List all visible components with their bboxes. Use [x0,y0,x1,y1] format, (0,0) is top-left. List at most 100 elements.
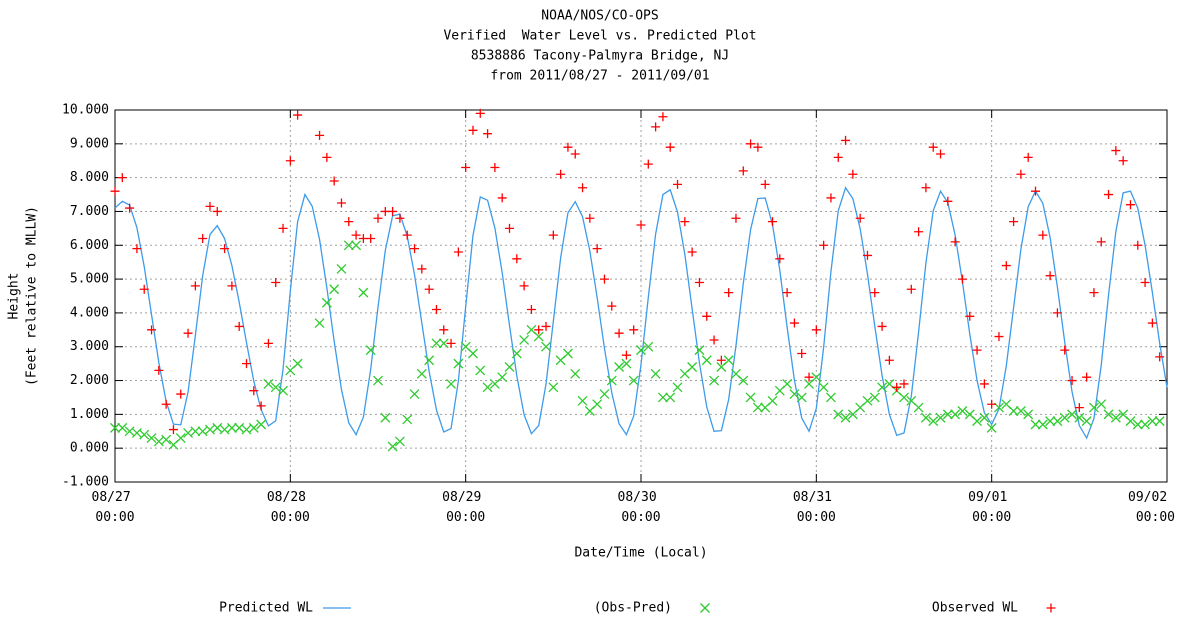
plus-marker [1074,403,1084,413]
plus-marker [965,311,975,321]
plus-marker [972,345,982,355]
y-tick-label: 0.000 [70,441,109,456]
plus-marker [1133,240,1143,250]
cross-marker [752,402,763,413]
plus-marker [936,149,946,159]
cross-marker [723,355,734,366]
cross-marker [862,395,873,406]
plus-marker [446,338,456,348]
plus-marker [198,234,208,244]
plot-border [114,109,1168,483]
cross-marker [431,338,442,349]
plus-marker [183,328,193,338]
plus-marker [724,288,734,298]
cross-marker [1037,419,1048,430]
plus-marker [1038,230,1048,240]
plus-marker [1045,271,1055,281]
cross-marker [387,441,398,452]
plus-marker [709,335,719,345]
cross-marker [1125,416,1136,427]
plus-marker [1096,237,1106,247]
plus-marker [914,227,924,237]
cross-marker [263,378,274,389]
cross-marker [577,395,588,406]
plus-marker [315,130,325,140]
plus-marker [512,254,522,264]
plus-marker [1052,308,1062,318]
cross-marker [811,372,822,383]
cross-marker [453,358,464,369]
plus-marker [344,217,354,227]
plus-marker [541,321,551,331]
plus-marker [373,213,383,223]
legend-label: (Obs-Pred) [594,601,672,616]
plus-marker [979,379,989,389]
cross-marker [190,426,201,437]
cross-marker [657,392,668,403]
plus-marker [1009,217,1019,227]
cross-marker [533,331,544,342]
plus-marker [651,122,661,132]
cross-marker [1096,399,1107,410]
cross-marker [606,375,617,386]
cross-marker [1030,419,1041,430]
cross-marker [913,402,924,413]
plus-marker [855,213,865,223]
plus-marker [468,125,478,135]
legend-label: Observed WL [932,601,1018,616]
cross-marker [343,240,354,251]
x-tick-label: 08/27 00:00 [92,490,139,525]
plus-marker [461,162,471,172]
cross-marker [833,409,844,420]
plus-marker [643,159,653,169]
cross-marker [548,382,559,393]
plus-marker [220,244,230,254]
y-tick-label: 8.000 [70,170,109,185]
plus-marker [957,274,967,284]
cross-marker [599,389,610,400]
plus-marker [424,284,434,294]
plus-marker [592,244,602,254]
cross-marker [1045,416,1056,427]
plus-marker [906,284,916,294]
plus-marker [578,183,588,193]
cross-marker [438,338,449,349]
cross-marker [1154,416,1165,427]
cross-marker [110,422,120,433]
cross-marker [139,429,150,440]
plus-marker [395,213,405,223]
cross-marker [920,412,931,423]
cross-marker [701,355,712,366]
cross-marker [321,297,332,308]
cross-marker [825,392,836,403]
cross-marker [562,348,573,359]
plus-marker [775,254,785,264]
plus-marker [614,328,624,338]
plus-marker [819,240,829,250]
plus-marker [833,152,843,162]
plus-marker [505,223,514,233]
plus-marker [687,247,697,257]
cross-marker [643,341,654,352]
plus-marker [475,108,485,118]
plus-marker [125,203,135,213]
plus-marker [892,382,902,392]
cross-marker [782,378,793,389]
plus-marker [263,338,273,348]
plus-marker [760,179,770,189]
plus-marker [782,288,792,298]
cross-marker [877,382,888,393]
cross-marker [950,409,961,420]
x-tick-label: 08/28 00:00 [267,490,314,525]
cross-marker [248,422,259,433]
cross-marker [541,341,551,352]
plus-marker [249,386,259,396]
y-axis-label: Height [7,273,22,320]
plus-marker [1089,288,1099,298]
plus-marker [870,288,880,298]
y-tick-label: 3.000 [70,339,109,354]
plus-marker [402,230,412,240]
cross-marker [628,375,639,386]
plus-marker [336,198,346,208]
plus-marker [862,250,872,260]
